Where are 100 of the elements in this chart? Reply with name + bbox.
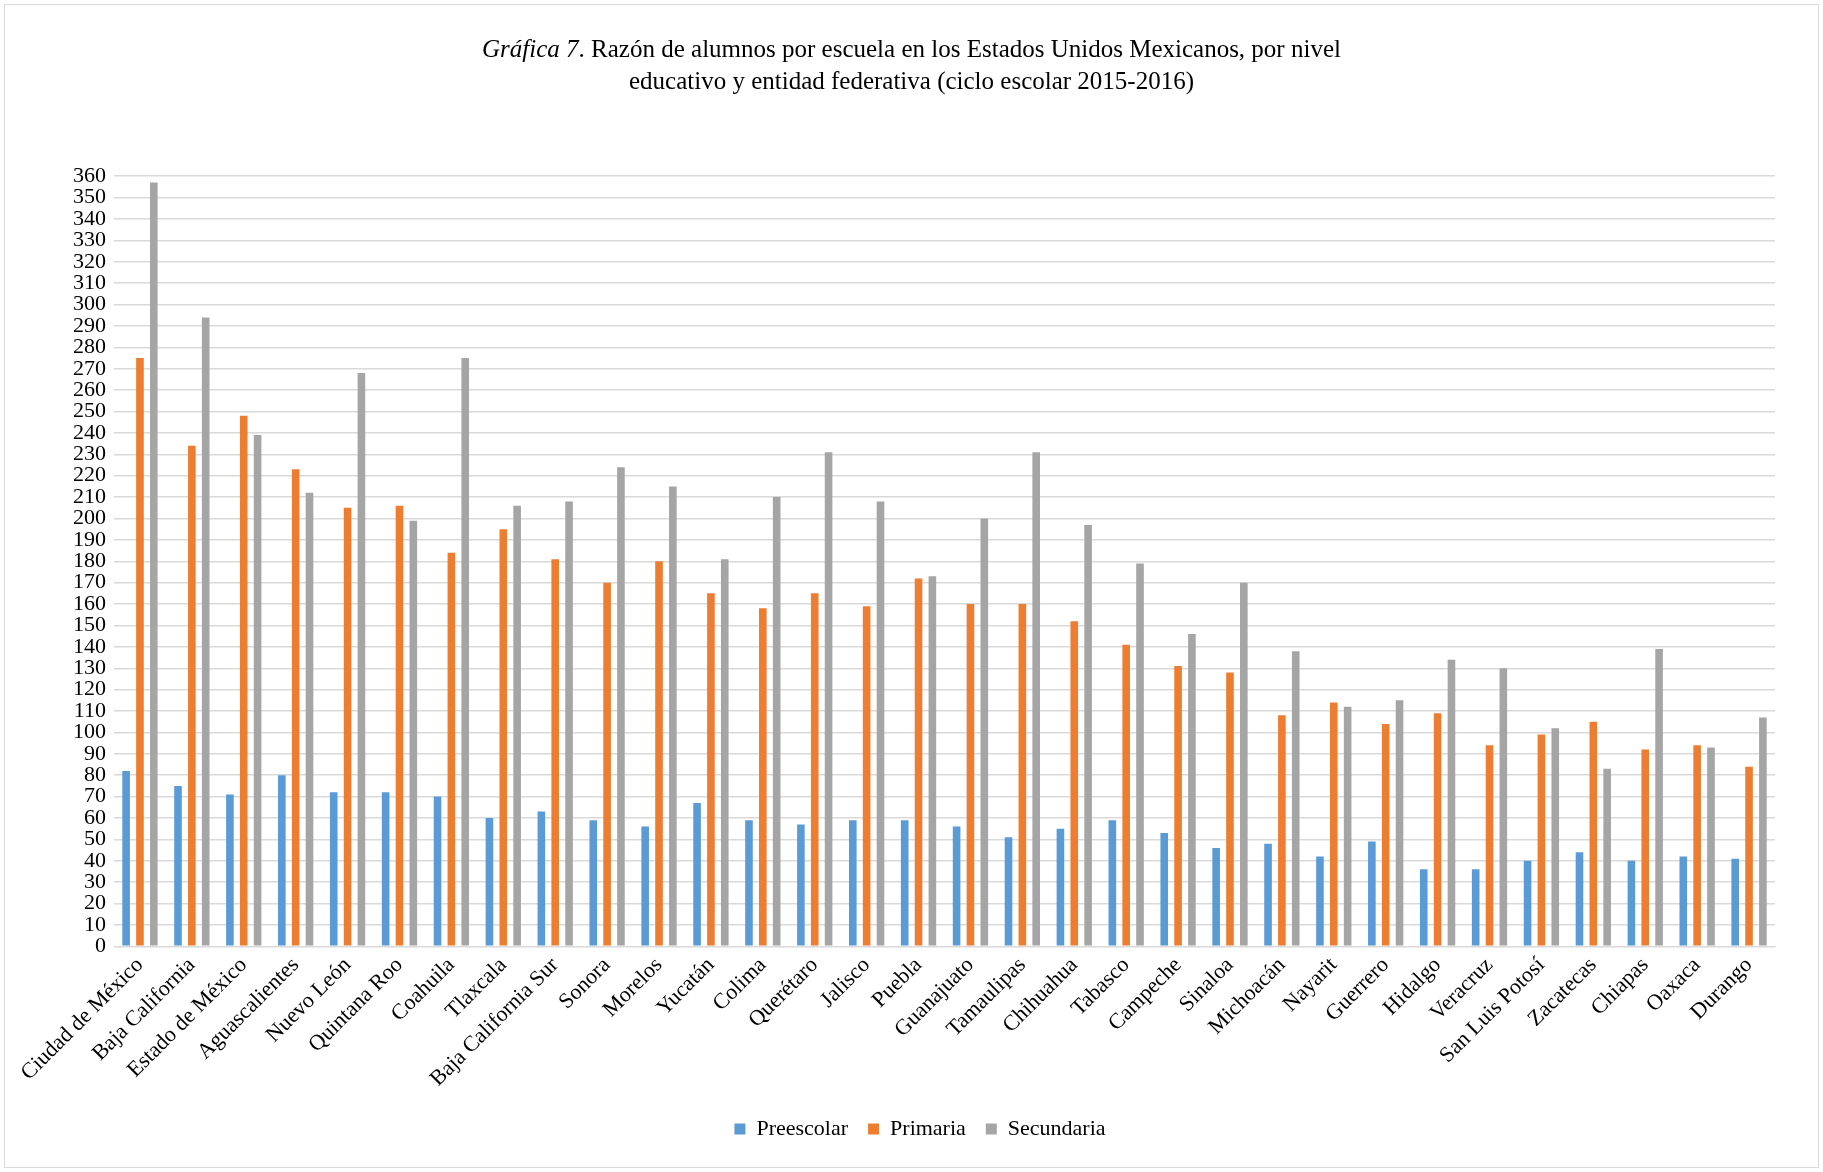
bar bbox=[928, 576, 937, 946]
bar bbox=[409, 520, 418, 946]
bar bbox=[720, 559, 729, 946]
bar bbox=[1693, 745, 1701, 946]
bar bbox=[862, 606, 871, 946]
bar bbox=[1471, 869, 1480, 946]
bar bbox=[797, 824, 805, 946]
bar bbox=[343, 507, 352, 946]
bar bbox=[1603, 768, 1611, 946]
bar bbox=[485, 818, 494, 946]
bar bbox=[669, 486, 677, 946]
bar bbox=[1627, 860, 1636, 946]
bar bbox=[1329, 702, 1338, 946]
bar bbox=[1641, 749, 1650, 946]
bar bbox=[305, 492, 314, 946]
bar bbox=[253, 435, 262, 946]
bar bbox=[966, 604, 975, 946]
bar bbox=[1018, 604, 1027, 946]
bar bbox=[136, 358, 144, 946]
bar bbox=[1316, 856, 1324, 946]
bar bbox=[772, 497, 781, 946]
bar bbox=[848, 820, 857, 946]
bar bbox=[537, 811, 546, 946]
bar bbox=[1759, 717, 1767, 946]
bar bbox=[641, 826, 649, 946]
bar bbox=[1240, 582, 1248, 946]
bar bbox=[617, 467, 625, 946]
bar bbox=[952, 826, 961, 946]
bar bbox=[876, 501, 885, 946]
legend-label: Preescolar bbox=[756, 1114, 849, 1140]
bar bbox=[1433, 713, 1442, 946]
bar bbox=[1551, 728, 1560, 946]
bar bbox=[1395, 700, 1404, 946]
bar bbox=[1707, 747, 1715, 946]
bar bbox=[122, 770, 130, 946]
bar bbox=[1084, 524, 1092, 946]
bar bbox=[655, 561, 663, 946]
bar bbox=[1174, 666, 1182, 946]
bar bbox=[1575, 852, 1584, 946]
bar bbox=[603, 582, 611, 946]
bar bbox=[1731, 858, 1740, 946]
bar bbox=[188, 445, 196, 946]
bar bbox=[433, 796, 442, 946]
bar bbox=[1122, 644, 1130, 946]
bar bbox=[239, 415, 248, 946]
bar bbox=[291, 469, 300, 946]
bar bbox=[1368, 841, 1376, 946]
bar bbox=[447, 552, 456, 946]
bar bbox=[745, 820, 753, 946]
legend-label: Primaria bbox=[890, 1114, 967, 1140]
bar bbox=[174, 785, 182, 946]
bar bbox=[565, 501, 573, 946]
chart-title: Gráfica 7. Razón de alumnos por escuela en los Estados Unidos Mexicanos, por nivel educativo y entidad federativa (ciclo escolar 2015-2016) bbox=[481, 34, 1342, 97]
bar bbox=[900, 820, 909, 946]
bar bbox=[357, 373, 366, 946]
legend-label: Secundaria bbox=[1007, 1114, 1106, 1140]
bar bbox=[1537, 734, 1546, 946]
bar bbox=[1679, 856, 1688, 946]
bar bbox=[1523, 860, 1532, 946]
bar bbox=[824, 452, 833, 946]
bar bbox=[1004, 837, 1013, 946]
bar bbox=[1188, 634, 1196, 946]
bar bbox=[499, 529, 508, 946]
bar bbox=[201, 317, 210, 946]
bar bbox=[759, 608, 767, 946]
bar bbox=[1589, 721, 1598, 946]
bar bbox=[693, 803, 701, 946]
bar bbox=[1291, 651, 1300, 946]
bar bbox=[810, 593, 819, 946]
bar bbox=[1447, 659, 1456, 946]
bar bbox=[329, 792, 338, 946]
bar bbox=[1226, 672, 1234, 946]
bar bbox=[513, 505, 521, 946]
bar bbox=[589, 820, 598, 946]
bar bbox=[1655, 649, 1663, 946]
bar bbox=[1056, 828, 1065, 946]
bar bbox=[278, 775, 286, 946]
bar bbox=[381, 792, 390, 946]
bar bbox=[551, 559, 560, 946]
bar bbox=[707, 593, 715, 946]
bar bbox=[149, 182, 158, 946]
bar bbox=[1419, 869, 1428, 946]
bar bbox=[1485, 745, 1494, 946]
bar bbox=[1264, 843, 1272, 946]
bar bbox=[1108, 820, 1117, 946]
bar bbox=[1070, 621, 1079, 946]
bar bbox=[395, 505, 404, 946]
bar bbox=[980, 518, 989, 946]
bar bbox=[1212, 847, 1220, 946]
bar bbox=[461, 358, 470, 946]
bar bbox=[1032, 452, 1041, 946]
bar bbox=[1343, 706, 1352, 946]
bar bbox=[226, 794, 234, 946]
bar bbox=[914, 578, 923, 946]
bar bbox=[1381, 723, 1390, 946]
bar bbox=[1745, 766, 1753, 946]
bar bbox=[1160, 832, 1169, 946]
bar bbox=[1278, 715, 1286, 946]
bar bbox=[1499, 668, 1508, 946]
bar bbox=[1136, 563, 1144, 946]
